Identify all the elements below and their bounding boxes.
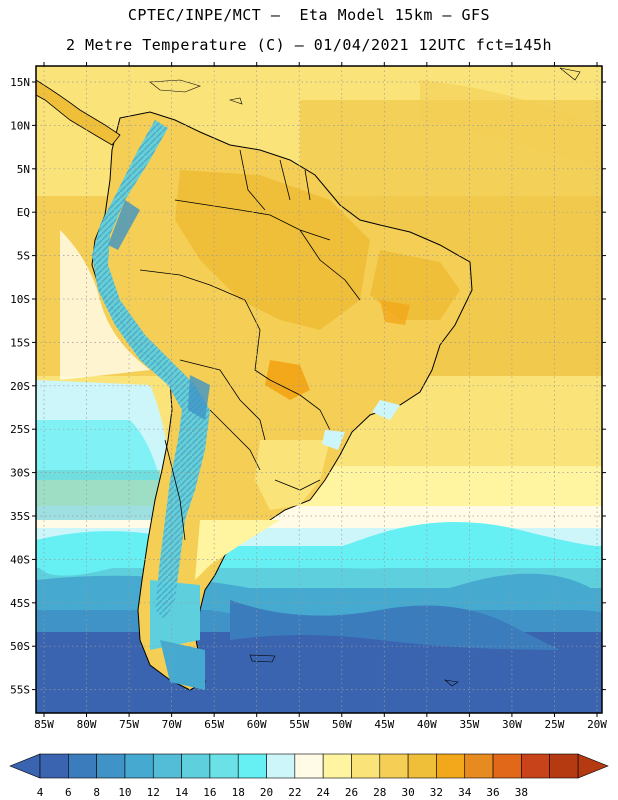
colorbar-tick-label: 6	[65, 786, 72, 799]
lon-label: 30W	[502, 718, 522, 731]
colorbar-legend: 4 6 8 10 12 14 16 18 20 22 24 26 28 30 32 34 36 38	[9, 753, 609, 799]
colorbar-tick-label: 10	[118, 786, 131, 799]
lon-label: 35W	[459, 718, 479, 731]
colorbar-tick-label: 36	[486, 786, 499, 799]
chart-title-line1: CPTEC/INPE/MCT – Eta Model 15km – GFS	[127, 6, 491, 24]
colorbar-tick-label: 18	[232, 786, 245, 799]
colorbar-tick-label: 8	[93, 786, 100, 799]
lon-label: 50W	[332, 718, 352, 731]
colorbar-swatch	[294, 753, 324, 779]
colorbar-tick-label: 30	[401, 786, 414, 799]
colorbar-swatch	[464, 753, 494, 779]
lon-label: 85W	[34, 718, 54, 731]
colorbar-tick-label: 28	[373, 786, 386, 799]
lat-label: 10N	[10, 119, 30, 132]
colorbar-swatch	[266, 753, 296, 779]
colorbar-swatch	[152, 753, 182, 779]
longitude-axis: 85W 80W 75W 70W 65W 60W 55W 50W 45W 40W 35W 30W 25W 2…	[34, 62, 607, 731]
lat-label: 15S	[10, 336, 30, 349]
colorbar-tick-label: 12	[147, 786, 160, 799]
lat-label: 25S	[10, 423, 30, 436]
lat-label: 15N	[10, 76, 30, 89]
lat-label: 45S	[10, 597, 30, 610]
colorbar-tick-label: 26	[345, 786, 358, 799]
lon-label: 60W	[247, 718, 267, 731]
colorbar-swatch	[492, 753, 522, 779]
colorbar-tick-label: 38	[515, 786, 528, 799]
colorbar-tick-label: 14	[175, 786, 189, 799]
colorbar-swatch	[68, 753, 97, 779]
colorbar-tick-label: 24	[317, 786, 331, 799]
lon-label: 70W	[162, 718, 182, 731]
colorbar-tick-label: 20	[260, 786, 273, 799]
colorbar-tick-label: 4	[37, 786, 44, 799]
colorbar-swatch	[521, 753, 550, 779]
lon-label: 40W	[417, 718, 437, 731]
lon-label: 75W	[119, 718, 139, 731]
lat-label: 30S	[10, 467, 30, 480]
latitude-axis: 15N 10N 5N EQ 5S 10S 15S 20S 25S 30S 35S 40S 45S 50S 5…	[10, 76, 606, 697]
andes-cold-band	[92, 120, 210, 620]
lon-label: 80W	[77, 718, 97, 731]
lon-label: 55W	[289, 718, 309, 731]
lat-label: 55S	[10, 684, 30, 697]
colorbar-tick-label: 34	[458, 786, 472, 799]
map-field	[36, 66, 602, 713]
lat-label: 20S	[10, 380, 30, 393]
colorbar-swatch	[351, 753, 381, 779]
lat-label: 35S	[10, 510, 30, 523]
lon-label: 45W	[374, 718, 394, 731]
colorbar-tick-label: 22	[288, 786, 301, 799]
lat-label: EQ	[17, 206, 30, 219]
colorbar-swatch	[322, 753, 352, 779]
lat-label: 50S	[10, 640, 30, 653]
colorbar-swatch	[181, 753, 211, 779]
colorbar-tick-label: 16	[203, 786, 216, 799]
colorbar-high-arrow	[577, 753, 609, 779]
lat-label: 5S	[17, 250, 30, 263]
lat-label: 40S	[10, 553, 30, 566]
colorbar-tick-label: 32	[430, 786, 443, 799]
lon-label: 25W	[545, 718, 565, 731]
colorbar-swatch	[209, 753, 239, 779]
lon-label: 20W	[587, 718, 607, 731]
colorbar-swatch	[237, 753, 267, 779]
map-frame	[35, 65, 603, 714]
lat-label: 5N	[17, 163, 30, 176]
colorbar-swatch	[549, 753, 579, 779]
colorbar-swatch	[436, 753, 466, 779]
country-borders	[139, 149, 361, 541]
colorbar-swatch	[124, 753, 154, 779]
lon-label: 65W	[204, 718, 224, 731]
colorbar-swatch	[379, 753, 409, 779]
colorbar-swatch	[39, 753, 69, 779]
colorbar-low-arrow	[9, 753, 41, 779]
colorbar-swatch	[407, 753, 437, 779]
colorbar-swatch	[96, 753, 126, 779]
lat-label: 10S	[10, 293, 30, 306]
chart-title-line2: 2 Metre Temperature (C) – 01/04/2021 12U…	[65, 36, 553, 54]
